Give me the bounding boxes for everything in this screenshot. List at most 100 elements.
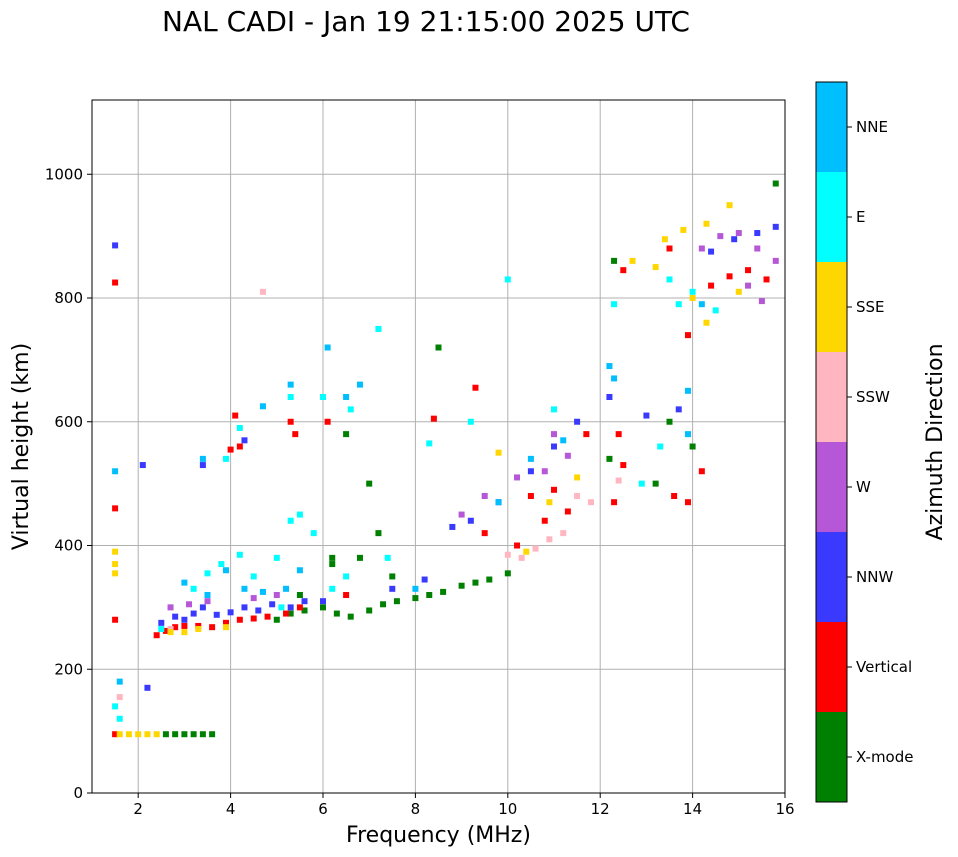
data-point-e [236, 551, 243, 558]
data-point-e [236, 424, 243, 431]
data-point-x-mode [389, 573, 396, 580]
data-point-sse [116, 731, 123, 738]
data-point-e [384, 554, 391, 561]
y-tick-label: 200 [54, 660, 83, 678]
data-point-vertical [250, 615, 257, 622]
data-point-e [712, 307, 719, 314]
data-point-e [278, 604, 285, 611]
data-point-w [514, 474, 521, 481]
data-point-nne [324, 344, 331, 351]
data-point-w [717, 233, 724, 240]
data-point-vertical [209, 624, 216, 631]
data-point-x-mode [412, 595, 419, 602]
data-point-ssw [574, 493, 581, 499]
data-point-x-mode [162, 731, 169, 738]
data-point-vertical [287, 418, 294, 425]
colorbar-tick-label: NNW [856, 568, 893, 586]
data-point-w [273, 592, 280, 598]
data-point-x-mode [172, 731, 179, 738]
data-point-vertical [343, 592, 350, 598]
data-point-nne [222, 567, 229, 574]
data-point-w [167, 604, 174, 611]
data-point-e [250, 573, 257, 580]
data-point-sse [135, 731, 142, 738]
data-point-ssw [615, 477, 622, 484]
data-point-nnw [643, 412, 650, 419]
data-point-e [296, 511, 303, 518]
data-point-e [190, 585, 197, 592]
data-point-nnw [181, 616, 188, 623]
data-point-ssw [518, 554, 525, 561]
data-point-nne [356, 381, 363, 388]
data-point-ssw [560, 530, 567, 537]
data-point-vertical [671, 493, 678, 499]
data-point-w [481, 493, 488, 499]
data-point-nne [283, 585, 290, 592]
data-point-sse [144, 731, 151, 738]
x-tick-label: 6 [318, 800, 328, 818]
data-point-e [657, 443, 664, 450]
data-point-vertical [236, 443, 243, 450]
data-point-ssw [259, 288, 266, 295]
data-point-e [310, 530, 317, 537]
data-point-x-mode [181, 731, 188, 738]
data-point-x-mode [366, 607, 373, 614]
data-point-vertical [112, 731, 119, 738]
colorbar-tick-label: SSE [856, 298, 885, 316]
data-point-x-mode [375, 530, 382, 537]
plot-frame [91, 99, 786, 794]
data-point-e [158, 626, 165, 633]
y-axis-label: Virtual height (km) [9, 343, 34, 550]
data-point-vertical [296, 604, 303, 611]
data-point-nnw [675, 406, 682, 413]
data-point-nne [495, 499, 502, 506]
data-point-nne [343, 394, 350, 400]
data-point-sse [195, 626, 202, 633]
data-point-x-mode [199, 731, 206, 738]
data-point-sse [703, 220, 710, 227]
data-point-nnw [199, 604, 206, 611]
data-point-nnw [449, 523, 456, 530]
data-point-x-mode [366, 480, 373, 487]
data-point-vertical [763, 276, 770, 283]
data-point-vertical [195, 622, 202, 629]
data-point-vertical [112, 505, 119, 512]
data-point-x-mode [329, 554, 336, 561]
data-point-vertical [153, 632, 160, 639]
data-point-vertical [181, 622, 188, 629]
data-point-x-mode [320, 604, 326, 611]
colorbar-swatch [816, 532, 847, 622]
data-point-w [698, 245, 705, 252]
data-point-x-mode [329, 561, 336, 568]
data-point-x-mode [380, 601, 387, 608]
x-tick-label: 2 [133, 800, 143, 818]
data-point-sse [181, 629, 188, 636]
data-point-vertical [698, 468, 705, 475]
data-point-sse [112, 570, 119, 577]
data-point-nne [112, 468, 119, 475]
y-tick-label: 400 [54, 537, 83, 555]
data-point-vertical [172, 624, 179, 631]
data-point-vertical [666, 245, 673, 252]
data-point-x-mode [504, 570, 511, 577]
data-point-e [222, 455, 229, 462]
data-points [112, 180, 779, 738]
colorbar-tick-label: X-mode [856, 748, 913, 766]
data-point-x-mode [606, 455, 613, 462]
data-point-vertical [514, 542, 521, 549]
colorbar-tick-label: E [856, 208, 865, 226]
data-point-sse [661, 236, 668, 243]
x-axis-label: Frequency (MHz) [346, 823, 531, 848]
data-point-nnw [172, 613, 179, 620]
data-point-x-mode [273, 616, 280, 623]
data-point-vertical [541, 517, 548, 524]
data-point-x-mode [209, 731, 216, 738]
data-point-vertical [527, 493, 534, 499]
data-point-e [116, 715, 123, 722]
data-point-vertical [112, 616, 119, 623]
data-point-sse [222, 624, 229, 631]
data-point-w [745, 282, 752, 289]
data-point-vertical [583, 431, 590, 438]
data-point-e [611, 301, 618, 308]
